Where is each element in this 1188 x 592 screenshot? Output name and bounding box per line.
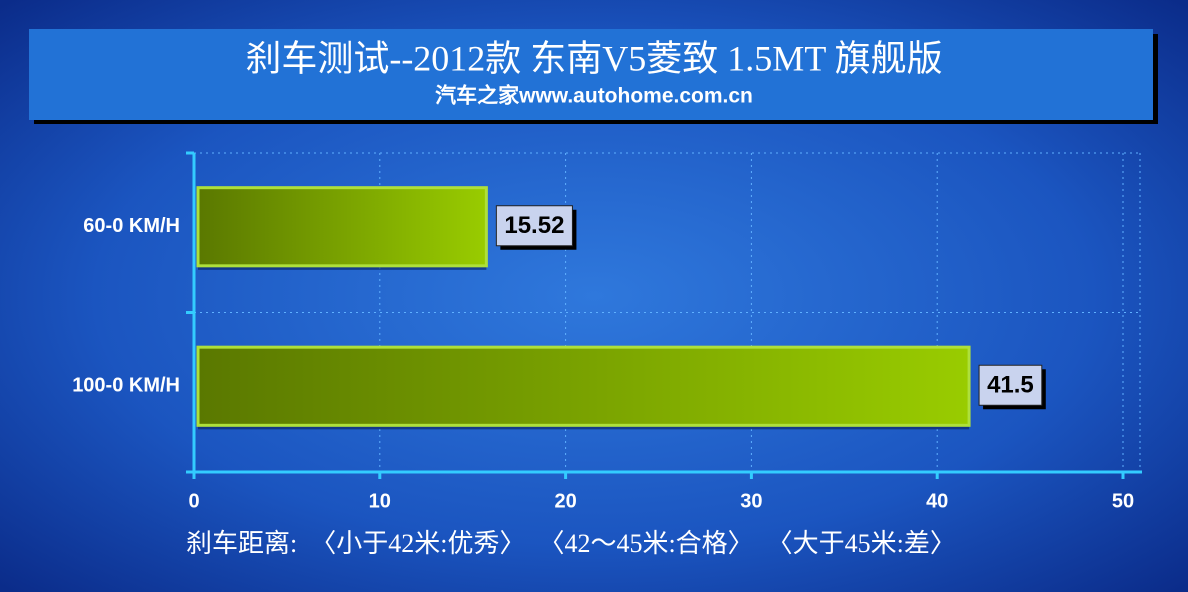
x-tick-label: 20	[554, 490, 576, 512]
value-label: 41.5	[987, 372, 1034, 399]
x-tick-label: 40	[926, 490, 948, 512]
value-label-box	[495, 205, 573, 247]
annotation: 刹车距离: 〈小于42米:优秀〉 〈42～45米:合格〉 〈大于45米:差〉	[186, 529, 956, 558]
title-banner	[29, 29, 1153, 120]
y-tick-label: 60-0 KM/H	[83, 215, 180, 237]
chart-title: 刹车测试--2012款 东南V5菱致 1.5MT 旗舰版	[245, 38, 942, 78]
bar	[196, 186, 488, 268]
x-tick-label: 10	[369, 490, 391, 512]
x-tick-label: 30	[740, 490, 762, 512]
bar	[196, 345, 971, 427]
x-tick-label: 50	[1112, 490, 1134, 512]
x-tick-label: 0	[188, 490, 199, 512]
chart-subtitle: 汽车之家www.autohome.com.cn	[435, 84, 753, 108]
y-tick-label: 100-0 KM/H	[72, 375, 180, 397]
value-label-box	[978, 364, 1043, 406]
value-label: 15.52	[504, 212, 564, 239]
